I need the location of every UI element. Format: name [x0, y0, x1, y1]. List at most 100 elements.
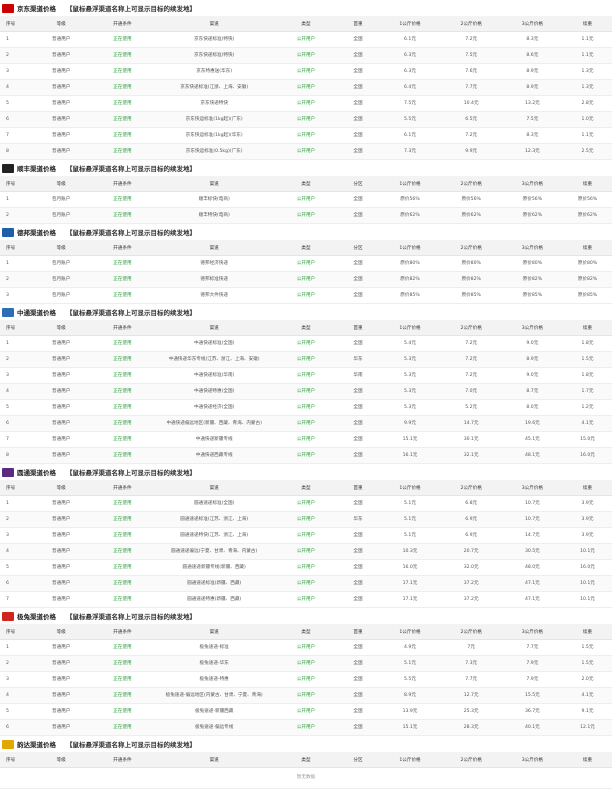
section-note: 【鼠标悬浮渠道名称上可显示目标的续发地】 — [66, 165, 196, 173]
cell: 圆通速递特快(江苏、浙江、上海) — [152, 527, 276, 544]
cell: 3.9元 — [562, 495, 612, 512]
cell: 中通快递华东专线(江苏、浙江、上海、安徽) — [152, 351, 276, 368]
cell: 28.3元 — [440, 719, 502, 736]
cell: 德邦经济快递 — [152, 255, 276, 272]
cell: 顺丰标快(电商) — [152, 191, 276, 208]
cell: 7.2元 — [440, 367, 502, 384]
cell: 9.0元 — [501, 367, 563, 384]
cell: 原价56% — [562, 191, 612, 208]
cell: 圆通速递偏远(宁夏、甘肃、青海、内蒙古) — [152, 543, 276, 560]
cell: 正在使用 — [91, 271, 153, 288]
cell: 5 — [0, 95, 31, 112]
cell: 45.1元 — [501, 431, 563, 448]
cell: 中通快递偏远地区(新疆、西藏、青海、内蒙古) — [152, 415, 276, 432]
column-header: 3公斤价格 — [501, 176, 563, 192]
cell: 公开用户 — [275, 47, 337, 64]
cell: 40.1元 — [501, 719, 563, 736]
column-header: 渠道 — [152, 240, 276, 256]
cell: 全国 — [336, 287, 380, 304]
column-header: 类型 — [275, 240, 337, 256]
carrier-icon — [2, 611, 14, 621]
cell: 公开用户 — [275, 127, 337, 144]
cell: 原价82% — [562, 271, 612, 288]
cell: 全国 — [336, 431, 380, 448]
cell: 30.5元 — [501, 543, 563, 560]
cell: 正在使用 — [91, 527, 153, 544]
cell: 公开用户 — [275, 111, 337, 128]
column-header: 续重 — [562, 240, 612, 256]
cell: 2 — [0, 655, 31, 672]
cell: 5 — [0, 559, 31, 576]
cell: 3 — [0, 287, 31, 304]
cell: 正在使用 — [91, 543, 153, 560]
cell: 7.9元 — [501, 655, 563, 672]
cell: 公开用户 — [275, 191, 337, 208]
cell: 14.7元 — [440, 415, 502, 432]
column-header: 序号 — [0, 176, 31, 192]
column-header: 2公斤价格 — [440, 16, 502, 32]
cell: 原价56% — [379, 191, 441, 208]
column-header: 1公斤价格 — [379, 176, 441, 192]
cell: 7.0元 — [440, 383, 502, 400]
column-header: 分区 — [336, 176, 380, 192]
column-header: 类型 — [275, 752, 337, 768]
cell: 3 — [0, 671, 31, 688]
cell: 正在使用 — [91, 335, 153, 352]
table-row: 5 普通用户 正在使用 京东快递特快 公开用户 全国 7.5元 10.4元 13.2元 2.8元 — [0, 95, 612, 112]
cell: 3.9元 — [562, 527, 612, 544]
header-row: 序号 等级 开通条件 渠道 类型 分区 1公斤价格 2公斤价格 3公斤价格 续重 — [0, 752, 612, 768]
cell: 公开用户 — [275, 495, 337, 512]
cell: 3 — [0, 367, 31, 384]
cell: 10.1元 — [562, 543, 612, 560]
cell: 原价62% — [379, 207, 441, 224]
cell: 7.2元 — [440, 31, 502, 48]
cell: 圆通速递标准(全国) — [152, 495, 276, 512]
cell: 全国 — [336, 543, 380, 560]
cell: 公开用户 — [275, 719, 337, 736]
cell: 8.9元 — [379, 687, 441, 704]
cell: 极兔速递-新疆西藏 — [152, 703, 276, 720]
section-note: 【鼠标悬浮渠道名称上可显示目标的续发地】 — [66, 229, 196, 237]
carrier-icon — [2, 163, 14, 173]
price-table: 序号 等级 开通条件 渠道 类型 首重 1公斤价格 2公斤价格 3公斤价格 续重 1 普通用户 正在使用… — [0, 16, 612, 160]
cell: 原价85% — [501, 287, 563, 304]
cell: 原价80% — [562, 255, 612, 272]
column-header: 序号 — [0, 624, 31, 640]
cell: 公开用户 — [275, 687, 337, 704]
cell: 正在使用 — [91, 671, 153, 688]
cell: 全国 — [336, 415, 380, 432]
column-header: 1公斤价格 — [379, 480, 441, 496]
price-table: 序号 等级 开通条件 渠道 类型 分区 1公斤价格 2公斤价格 3公斤价格 续重 暂无数据 — [0, 752, 612, 789]
cell: 全国 — [336, 671, 380, 688]
cell: 1 — [0, 255, 31, 272]
column-header: 2公斤价格 — [440, 480, 502, 496]
column-header: 2公斤价格 — [440, 176, 502, 192]
cell: 6.1元 — [379, 31, 441, 48]
cell: 9.1元 — [562, 703, 612, 720]
price-table: 序号 等级 开通条件 渠道 类型 分区 1公斤价格 2公斤价格 3公斤价格 续重 1 包月账户 正在使用… — [0, 240, 612, 304]
cell: 全国 — [336, 191, 380, 208]
cell: 中通快递西藏专线 — [152, 447, 276, 464]
column-header: 分区 — [336, 240, 380, 256]
cell: 普通用户 — [30, 415, 92, 432]
cell: 1.2元 — [562, 399, 612, 416]
cell: 47.1元 — [501, 575, 563, 592]
cell: 6.9元 — [440, 511, 502, 528]
cell: 普通用户 — [30, 335, 92, 352]
cell: 普通用户 — [30, 79, 92, 96]
table-row: 4 普通用户 正在使用 中通快递特惠(全国) 公开用户 全国 5.3元 7.0元 8.7元 1.7… — [0, 383, 612, 400]
column-header: 3公斤价格 — [501, 16, 563, 32]
cell: 普通用户 — [30, 575, 92, 592]
cell: 公开用户 — [275, 143, 337, 160]
cell: 全国 — [336, 655, 380, 672]
cell: 正在使用 — [91, 495, 153, 512]
cell: 全国 — [336, 31, 380, 48]
section-header: 京东渠道价格 【鼠标悬浮渠道名称上可显示目标的续发地】 — [0, 0, 612, 16]
cell: 4 — [0, 383, 31, 400]
cell: 全国 — [336, 111, 380, 128]
table-row: 3 普通用户 正在使用 圆通速递特快(江苏、浙江、上海) 公开用户 全国 5.1元 6.9元 1… — [0, 527, 612, 544]
cell: 1.1元 — [562, 31, 612, 48]
cell: 5.1元 — [379, 655, 441, 672]
column-header: 2公斤价格 — [440, 752, 502, 768]
